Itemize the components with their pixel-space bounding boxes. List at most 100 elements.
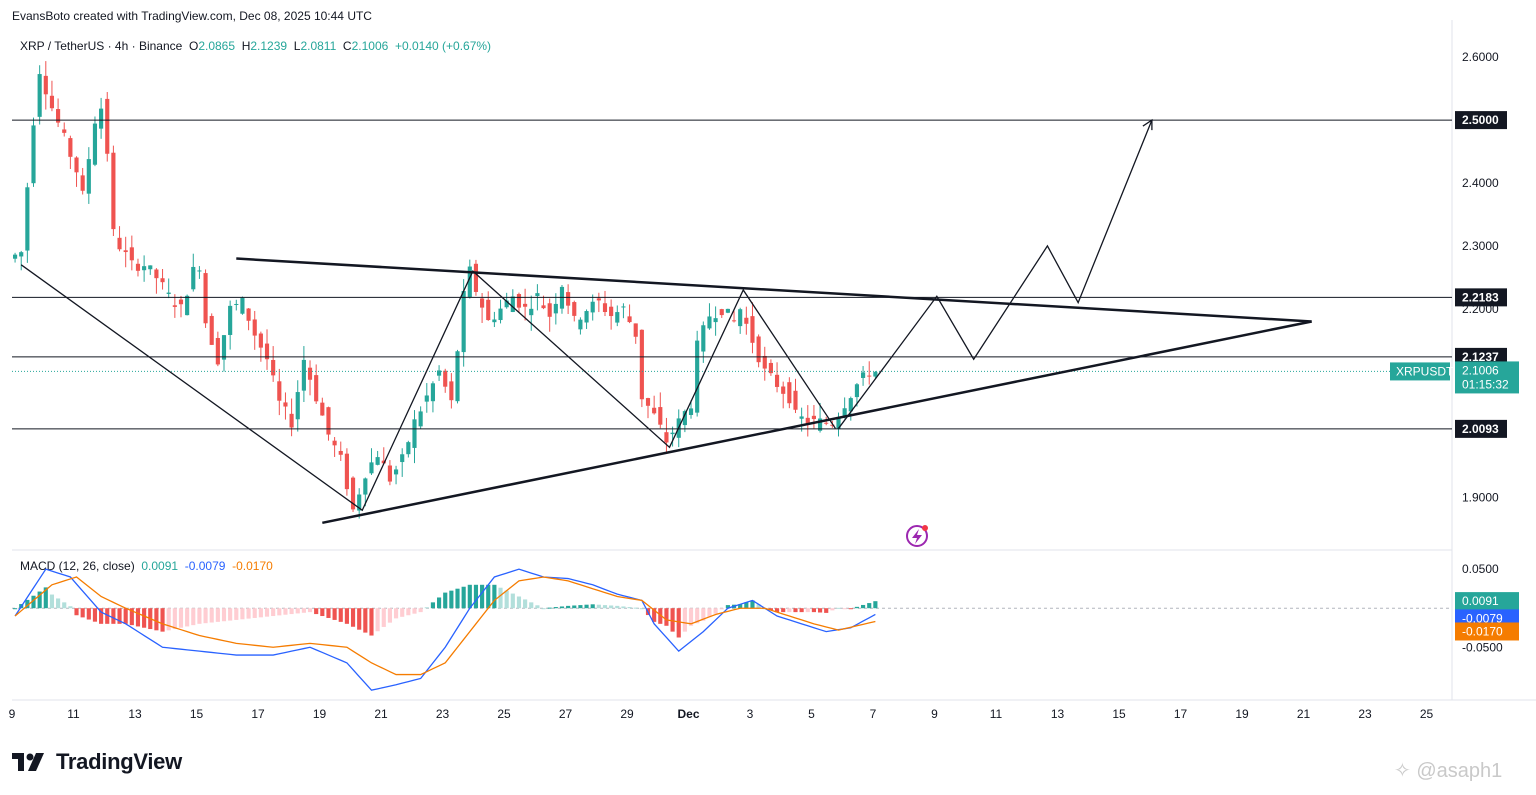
- candle-body: [357, 494, 362, 511]
- candle-body: [805, 417, 810, 425]
- macd-histogram-bar: [817, 608, 823, 613]
- time-tick: 21: [1297, 707, 1311, 721]
- macd-histogram-bar: [437, 597, 442, 609]
- macd-histogram-bar: [498, 587, 503, 609]
- macd-histogram-bar: [271, 608, 276, 617]
- macd-histogram-bar: [105, 608, 110, 624]
- time-tick: 21: [374, 707, 388, 721]
- level-label-bg: [1455, 347, 1507, 366]
- macd-histogram-bar: [455, 588, 460, 609]
- macd-histogram-bar: [172, 608, 177, 630]
- candle-body: [197, 270, 202, 272]
- price-tick: 2.3000: [1462, 239, 1499, 253]
- high-value: 2.1239: [250, 39, 288, 53]
- time-tick: 17: [1174, 707, 1188, 721]
- close-value: 2.1006: [351, 39, 389, 53]
- candle-body: [105, 98, 110, 154]
- open-value: 2.0865: [198, 39, 236, 53]
- candle-body: [111, 152, 116, 230]
- macd-histogram-bar: [74, 608, 79, 616]
- level-label: 2.0093: [1462, 422, 1499, 436]
- macd-histogram-bar: [658, 608, 663, 624]
- macd-histogram-bar: [387, 608, 392, 623]
- candle-body: [750, 316, 755, 343]
- brand-name: TradingView: [56, 749, 182, 774]
- price-tick: 1.9000: [1462, 491, 1499, 505]
- macd-histogram-bar: [381, 608, 386, 627]
- candle-body: [553, 303, 558, 314]
- candle-body: [25, 187, 30, 251]
- macd-histogram-bar: [99, 608, 104, 624]
- projection-path: [837, 119, 1153, 429]
- candle-body: [701, 325, 706, 352]
- macd-histogram-bar: [142, 608, 147, 628]
- macd-histogram-bar: [621, 606, 626, 609]
- macd-histogram-bar: [590, 604, 595, 609]
- candle-body: [314, 375, 319, 402]
- candle-body: [854, 384, 860, 398]
- macd-histogram-bar: [258, 608, 263, 618]
- macd-histogram-bar: [326, 608, 331, 618]
- time-tick: 17: [251, 707, 265, 721]
- macd-histogram-bar: [283, 608, 288, 615]
- candle-body: [215, 338, 220, 365]
- macd-histogram-bar: [861, 604, 866, 609]
- candle-body: [172, 305, 177, 307]
- candle-body: [424, 395, 429, 402]
- tradingview-brand[interactable]: TradingView: [12, 749, 182, 775]
- macd-histogram-bar: [830, 608, 835, 611]
- candle-body: [873, 372, 878, 377]
- macd-histogram-bar: [516, 596, 522, 609]
- candle-body: [621, 306, 626, 308]
- candle-body: [664, 432, 669, 443]
- candle-body: [762, 355, 767, 369]
- candle-body: [271, 360, 276, 376]
- horizontal-levels[interactable]: [12, 119, 1452, 430]
- projection-arrowhead: [1142, 118, 1153, 131]
- candle-body: [682, 411, 687, 426]
- macd-signal-value: -0.0170: [232, 559, 273, 573]
- time-tick: 11: [67, 707, 80, 721]
- candle-body: [258, 333, 263, 348]
- pattern-drawings[interactable]: [20, 118, 1312, 525]
- macd-histogram-bar: [25, 599, 30, 609]
- candle-body: [602, 303, 608, 313]
- macd-histogram-bar: [49, 594, 55, 609]
- countdown: 01:15:32: [1462, 377, 1509, 391]
- macd-histogram-bar: [86, 608, 91, 620]
- lightning-icon[interactable]: [906, 525, 928, 547]
- macd-histogram-bar: [701, 608, 706, 621]
- macd-histogram-bar: [486, 584, 491, 609]
- macd-histogram-bar: [781, 608, 786, 613]
- level-label: 2.1237: [1462, 350, 1499, 364]
- macd-histogram-bar: [688, 608, 694, 626]
- candles: [13, 61, 878, 519]
- macd-histogram-bar: [609, 605, 614, 609]
- candle-body: [283, 402, 288, 407]
- macd-histogram-bar: [56, 598, 61, 609]
- candle-body: [49, 95, 55, 109]
- macd-value-bg: [1455, 592, 1519, 611]
- symbol-name[interactable]: XRP / TetherUS · 4h · Binance: [20, 39, 183, 53]
- macd-histogram-bar: [221, 608, 227, 622]
- candle-body: [449, 381, 454, 401]
- change-value: +0.0140 (+0.67%): [394, 39, 492, 53]
- close-label: C: [342, 39, 352, 53]
- candle-body: [572, 302, 577, 316]
- macd-hist-value: 0.0091: [141, 559, 179, 573]
- macd-histogram-bar: [117, 608, 122, 624]
- candle-body: [338, 450, 343, 455]
- time-tick: 29: [620, 707, 634, 721]
- macd-histogram-bar: [406, 608, 411, 616]
- macd-histogram-bar: [228, 608, 233, 621]
- macd-histogram-bar: [805, 608, 810, 613]
- descending-trendline: [236, 257, 1312, 323]
- macd-histogram-bar: [799, 608, 804, 613]
- candle-body: [836, 416, 841, 429]
- macd-histogram-bar: [836, 607, 841, 609]
- candle-body: [381, 460, 386, 464]
- macd-histogram-bar: [695, 608, 700, 624]
- macd-histogram-bar: [338, 608, 343, 622]
- candle-body: [652, 407, 657, 414]
